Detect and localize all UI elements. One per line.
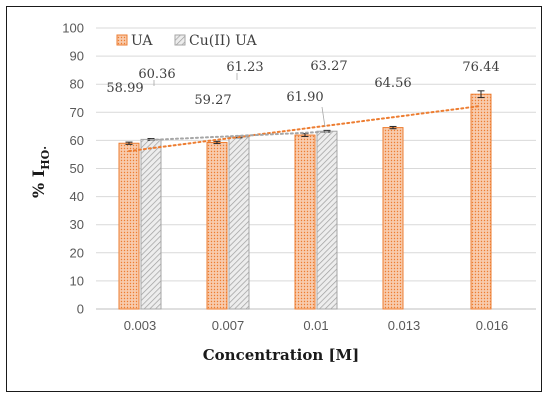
error-bar xyxy=(389,125,397,130)
bar-cu-ua-0.007 xyxy=(228,136,250,310)
bar-cu-ua-0.01 xyxy=(316,130,338,310)
x-tick-label: 0.016 xyxy=(476,318,509,333)
y-tick-label: 0 xyxy=(77,302,84,317)
legend-label-ua: UA xyxy=(131,33,153,49)
label-leader-line xyxy=(321,106,326,128)
legend-label-cu-ua: Cu(II) UA xyxy=(189,33,258,49)
x-tick-label: 0.007 xyxy=(212,318,245,333)
bar-ua-0.003 xyxy=(118,142,140,310)
x-tick-label: 0.013 xyxy=(388,318,421,333)
x-tick-label: 0.003 xyxy=(124,318,157,333)
y-tick-label: 50 xyxy=(70,161,84,176)
data-label-cu-ua-0.007: 61.23 xyxy=(226,60,263,75)
y-tick-label: 20 xyxy=(70,245,84,260)
y-tick-label: 90 xyxy=(70,49,84,64)
error-bar xyxy=(213,140,221,145)
y-tick-label: 100 xyxy=(62,21,84,36)
bar-ua-0.016 xyxy=(470,93,492,310)
bar-ua-0.007 xyxy=(206,141,228,310)
chart-frame xyxy=(6,6,542,392)
legend-swatch-cu-ua xyxy=(174,34,186,46)
data-label-ua-0.013: 64.56 xyxy=(374,76,411,91)
y-tick-label: 80 xyxy=(70,77,84,92)
x-axis-title: Concentration [M] xyxy=(203,346,360,364)
data-label-cu-ua-0.003: 60.36 xyxy=(138,67,175,82)
data-label-cu-ua-0.01: 63.27 xyxy=(310,59,347,74)
bar-cu-ua-0.003 xyxy=(140,138,162,310)
error-bar xyxy=(125,141,133,145)
error-bar xyxy=(477,90,485,99)
bar-ua-0.013 xyxy=(382,127,404,310)
data-label-ua-0.01: 61.90 xyxy=(286,90,323,105)
legend-swatch-ua xyxy=(116,34,128,46)
trendline-ua xyxy=(128,104,482,153)
y-axis-title-subscript: HO· xyxy=(39,146,52,170)
y-axis-title: % IHO· xyxy=(29,146,52,198)
y-tick-label: 30 xyxy=(70,217,84,232)
x-tick-label: 0.01 xyxy=(303,318,328,333)
y-tick-label: 70 xyxy=(70,105,84,120)
y-tick-label: 40 xyxy=(70,189,84,204)
y-tick-label: 10 xyxy=(70,273,84,288)
legend: UA Cu(II) UA xyxy=(116,33,258,49)
data-label-ua-0.007: 59.27 xyxy=(194,93,231,108)
data-label-ua-0.016: 76.44 xyxy=(462,60,499,75)
data-label-ua-0.003: 58.99 xyxy=(106,81,143,96)
bar-ua-0.01 xyxy=(294,134,316,310)
y-tick-label: 60 xyxy=(70,133,84,148)
y-axis-title-main: % I xyxy=(29,170,48,198)
trendline-cu-ua xyxy=(150,130,328,141)
